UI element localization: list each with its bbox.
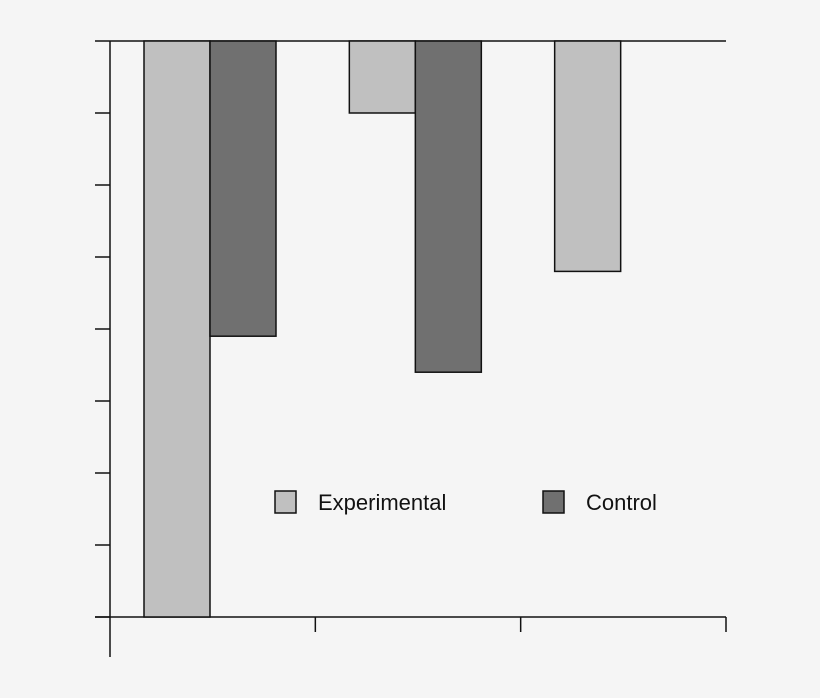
bar (553, 40, 622, 273)
legend-label: Control (586, 490, 657, 515)
bar (143, 40, 211, 618)
bar (414, 40, 483, 373)
legend-swatch (542, 490, 565, 514)
bar (348, 40, 417, 114)
bar (209, 40, 277, 337)
legend-label: Experimental (318, 490, 446, 515)
legend-swatch (274, 490, 297, 514)
